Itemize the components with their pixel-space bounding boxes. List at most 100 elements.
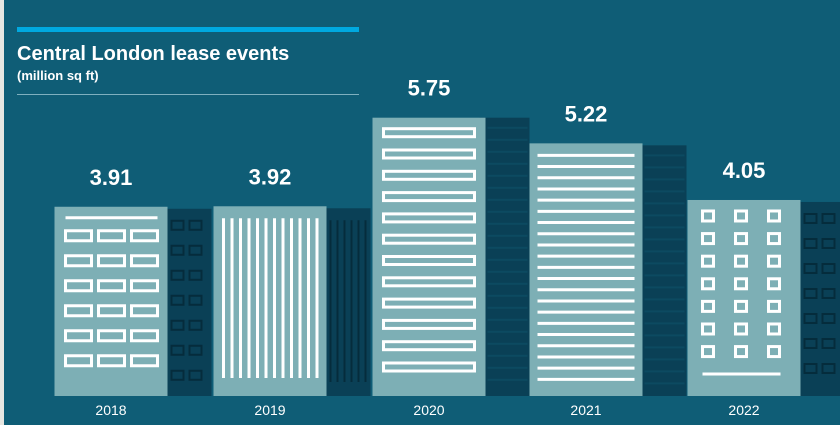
bar-window xyxy=(734,322,748,336)
bar-window xyxy=(382,255,476,266)
bar-window xyxy=(701,232,715,246)
bar-window xyxy=(701,299,715,313)
chart-subtitle: (million sq ft) xyxy=(17,68,99,83)
bar-window xyxy=(97,254,126,268)
bar-window xyxy=(767,209,781,223)
bar-window xyxy=(64,329,93,343)
bar-2019 xyxy=(213,206,327,396)
bar-rect xyxy=(529,143,643,396)
x-tick-label-2018: 2018 xyxy=(95,402,126,418)
title-divider xyxy=(17,94,359,95)
backdrop-window xyxy=(188,344,203,356)
bar-backdrop-2020 xyxy=(479,117,530,396)
bar-window xyxy=(382,297,476,309)
bar-window xyxy=(382,169,476,181)
bar-window xyxy=(734,254,748,268)
bar-window xyxy=(767,254,781,268)
x-tick-label-2022: 2022 xyxy=(728,402,759,418)
backdrop-window xyxy=(188,369,203,381)
backdrop-window xyxy=(170,294,185,306)
bar-window xyxy=(382,361,476,373)
backdrop-window xyxy=(821,237,836,249)
bar-window xyxy=(734,232,748,246)
backdrop-window xyxy=(170,269,185,281)
backdrop-rect xyxy=(636,145,687,396)
bar-window xyxy=(382,127,476,139)
bar-window xyxy=(382,191,476,203)
backdrop-window xyxy=(170,244,185,256)
bar-window xyxy=(767,322,781,336)
backdrop-rect xyxy=(479,117,530,396)
backdrop-window xyxy=(188,244,203,256)
bar-window xyxy=(701,322,715,336)
backdrop-window xyxy=(170,344,185,356)
bar-2022 xyxy=(687,199,801,396)
chart-title: Central London lease events xyxy=(17,43,290,65)
value-label-2020: 5.75 xyxy=(408,76,451,101)
bar-2020 xyxy=(372,117,486,396)
backdrop-rect xyxy=(161,208,212,396)
bar-window xyxy=(130,229,159,243)
x-tick-label-2020: 2020 xyxy=(413,402,444,418)
bar-window xyxy=(701,254,715,268)
backdrop-window xyxy=(821,287,836,299)
bar-window xyxy=(382,318,476,330)
bar-window xyxy=(767,232,781,246)
bar-window xyxy=(382,233,476,245)
bar-window xyxy=(382,148,476,160)
x-tick-label-2021: 2021 xyxy=(570,402,601,418)
bar-window xyxy=(64,279,93,293)
bar-window xyxy=(701,277,715,291)
bar-window xyxy=(97,304,126,318)
backdrop-window xyxy=(821,337,836,349)
backdrop-window xyxy=(188,319,203,331)
bar-window xyxy=(130,304,159,318)
bar-window xyxy=(382,276,476,288)
bar-window xyxy=(64,254,93,268)
backdrop-window xyxy=(170,369,185,381)
value-label-2018: 3.91 xyxy=(90,165,133,190)
bar-window xyxy=(97,229,126,243)
backdrop-window xyxy=(821,262,836,274)
backdrop-window xyxy=(188,294,203,306)
bar-window xyxy=(130,279,159,293)
value-label-2021: 5.22 xyxy=(565,101,608,126)
bar-rect xyxy=(687,199,801,396)
bar-2021 xyxy=(529,143,643,396)
bar-rect xyxy=(54,206,168,396)
bar-window xyxy=(97,329,126,343)
bar-window xyxy=(734,277,748,291)
bar-window xyxy=(734,209,748,223)
backdrop-window xyxy=(803,262,818,274)
backdrop-window xyxy=(803,287,818,299)
backdrop-window xyxy=(803,337,818,349)
backdrop-window xyxy=(188,219,203,231)
backdrop-window xyxy=(821,362,836,374)
bar-backdrop-2019 xyxy=(320,208,371,396)
bar-window xyxy=(130,254,159,268)
bar-window xyxy=(64,229,93,243)
bar-window xyxy=(767,299,781,313)
backdrop-window xyxy=(803,212,818,224)
bar-window xyxy=(97,354,126,368)
bar-window xyxy=(382,340,476,352)
backdrop-window xyxy=(803,312,818,324)
backdrop-window xyxy=(821,212,836,224)
x-tick-label-2019: 2019 xyxy=(254,402,285,418)
backdrop-window xyxy=(188,269,203,281)
bar-window xyxy=(64,354,93,368)
backdrop-window xyxy=(821,312,836,324)
backdrop-window xyxy=(170,219,185,231)
bar-window xyxy=(734,299,748,313)
bar-window xyxy=(701,209,715,223)
value-label-2022: 4.05 xyxy=(723,158,766,183)
bar-window xyxy=(382,212,476,224)
bar-window xyxy=(97,279,126,293)
bar-backdrop-2022 xyxy=(794,201,840,396)
bar-window xyxy=(64,304,93,318)
backdrop-window xyxy=(803,237,818,249)
bar-window xyxy=(701,345,715,359)
bar-backdrop-2021 xyxy=(636,145,687,396)
backdrop-window xyxy=(170,319,185,331)
